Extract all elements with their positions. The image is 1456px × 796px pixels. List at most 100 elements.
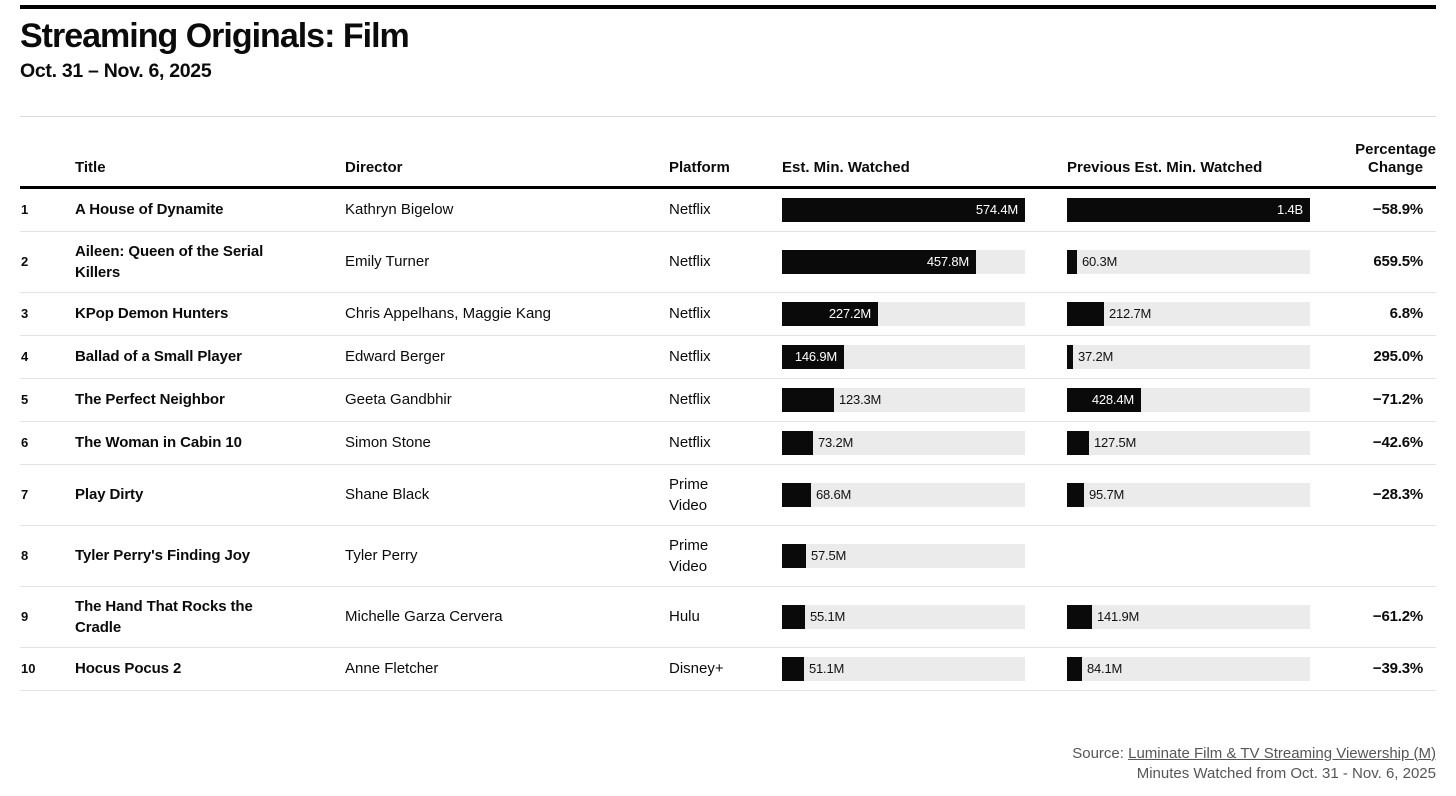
source-link[interactable]: Luminate Film & TV Streaming Viewership … xyxy=(1128,744,1436,762)
percentage-change-cell: −71.2% xyxy=(1372,391,1423,409)
est-min-watched-bar-fill xyxy=(782,656,804,681)
previous-est-min-watched-bar-fill xyxy=(1067,430,1089,455)
previous-est-min-watched-bar: 212.7M xyxy=(1067,301,1310,326)
est-min-watched-bar-value: 457.8M xyxy=(926,253,969,269)
est-min-watched-bar-fill xyxy=(782,430,813,455)
previous-est-min-watched-bar: 37.2M xyxy=(1067,344,1310,369)
est-min-watched-bar-value: 146.9M xyxy=(794,348,837,364)
director-cell: Tyler Perry xyxy=(345,547,418,565)
previous-est-min-watched-bar-value: 212.7M xyxy=(1109,305,1152,321)
title-cell: A House of Dynamite xyxy=(75,201,224,219)
est-min-watched-cell: 68.6M xyxy=(782,482,1067,507)
title-cell: KPop Demon Hunters xyxy=(75,305,229,323)
table-row: 10 Hocus Pocus 2 Anne Fletcher Disney+ 51.1M… xyxy=(20,648,1436,691)
est-min-watched-cell: 457.8M xyxy=(782,249,1067,274)
rank-cell: 3 xyxy=(21,306,29,322)
est-min-watched-cell: 146.9M xyxy=(782,344,1067,369)
director-cell: Shane Black xyxy=(345,486,430,504)
percentage-change-cell: 295.0% xyxy=(1373,348,1423,366)
percentage-change-cell: −28.3% xyxy=(1372,486,1423,504)
table-body: 1 A House of Dynamite Kathryn Bigelow Netfl… xyxy=(20,189,1436,691)
est-min-watched-bar-value: 574.4M xyxy=(975,201,1018,217)
platform-cell: Netflix xyxy=(669,305,711,323)
table-row: 1 A House of Dynamite Kathryn Bigelow Netfl… xyxy=(20,189,1436,232)
est-min-watched-cell: 574.4M xyxy=(782,197,1067,222)
director-cell: Edward Berger xyxy=(345,348,446,366)
est-min-watched-bar: 123.3M xyxy=(782,387,1025,412)
previous-est-min-watched-bar-fill xyxy=(1067,656,1082,681)
source-note: Source: Luminate Film & TV Streaming Vie… xyxy=(1072,744,1436,785)
est-min-watched-bar-fill xyxy=(782,543,806,568)
date-range-note: Minutes Watched from Oct. 31 - Nov. 6, 2… xyxy=(1136,764,1436,782)
previous-est-min-watched-bar-fill xyxy=(1067,344,1073,369)
top-rule xyxy=(20,5,1436,9)
platform-cell: Disney+ xyxy=(669,660,724,678)
est-min-watched-bar: 57.5M xyxy=(782,543,1025,568)
previous-est-min-watched-bar-fill xyxy=(1067,301,1104,326)
title-cell: Play Dirty xyxy=(75,486,144,504)
rank-cell: 5 xyxy=(21,392,29,408)
est-min-watched-bar-fill xyxy=(782,249,976,274)
rank-cell: 2 xyxy=(21,254,29,270)
est-min-watched-bar-fill xyxy=(782,604,805,629)
platform-cell: Netflix xyxy=(669,348,711,366)
director-cell: Michelle Garza Cervera xyxy=(345,608,503,626)
est-min-watched-cell: 73.2M xyxy=(782,430,1067,455)
previous-est-min-watched-cell: 127.5M xyxy=(1067,430,1310,455)
est-min-watched-bar-value: 227.2M xyxy=(828,305,871,321)
director-cell: Geeta Gandbhir xyxy=(345,391,452,409)
table-row: 4 Ballad of a Small Player Edward Berger Ne… xyxy=(20,336,1436,379)
previous-est-min-watched-bar: 141.9M xyxy=(1067,604,1310,629)
est-min-watched-cell: 123.3M xyxy=(782,387,1067,412)
percentage-change-cell: −61.2% xyxy=(1372,608,1423,626)
percentage-change-cell: −58.9% xyxy=(1372,201,1423,219)
column-header-previous-est-min-watched: Previous Est. Min. Watched xyxy=(1067,158,1263,176)
previous-est-min-watched-cell: 60.3M xyxy=(1067,249,1310,274)
title-cell: Aileen: Queen of the Serial Killers xyxy=(75,242,264,281)
rank-cell: 8 xyxy=(21,548,29,564)
previous-est-min-watched-bar: 1.4B xyxy=(1067,197,1310,222)
rank-cell: 1 xyxy=(21,202,29,218)
director-cell: Simon Stone xyxy=(345,434,431,452)
previous-est-min-watched-bar-value: 37.2M xyxy=(1078,348,1114,364)
est-min-watched-bar-value: 55.1M xyxy=(810,608,846,624)
percentage-change-cell: −39.3% xyxy=(1372,660,1423,678)
previous-est-min-watched-cell: 141.9M xyxy=(1067,604,1310,629)
table-header-row: Title Director Platform Est. Min. Watche… xyxy=(20,116,1436,189)
previous-est-min-watched-bar: 60.3M xyxy=(1067,249,1310,274)
est-min-watched-bar: 457.8M xyxy=(782,249,1025,274)
previous-est-min-watched-cell: 37.2M xyxy=(1067,344,1310,369)
est-min-watched-bar: 51.1M xyxy=(782,656,1025,681)
column-header-director: Director xyxy=(345,158,403,176)
platform-cell: Netflix xyxy=(669,253,711,271)
est-min-watched-bar-value: 123.3M xyxy=(839,391,882,407)
est-min-watched-bar-value: 51.1M xyxy=(809,660,845,676)
title-cell: The Woman in Cabin 10 xyxy=(75,434,242,452)
director-cell: Chris Appelhans, Maggie Kang xyxy=(345,305,551,323)
previous-est-min-watched-bar-fill xyxy=(1067,197,1310,222)
previous-est-min-watched-bar-fill xyxy=(1067,249,1077,274)
est-min-watched-cell: 227.2M xyxy=(782,301,1067,326)
platform-cell: Prime Video xyxy=(669,536,709,575)
table-row: 9 The Hand That Rocks the Cradle Michelle … xyxy=(20,587,1436,648)
previous-est-min-watched-bar-value: 141.9M xyxy=(1097,608,1140,624)
est-min-watched-bar-fill xyxy=(782,301,878,326)
rank-cell: 10 xyxy=(21,661,36,677)
director-cell: Kathryn Bigelow xyxy=(345,201,454,219)
platform-cell: Netflix xyxy=(669,391,711,409)
previous-est-min-watched-bar-fill xyxy=(1067,604,1092,629)
est-min-watched-bar-fill xyxy=(782,197,1025,222)
table-row: 3 KPop Demon Hunters Chris Appelhans, Magg… xyxy=(20,293,1436,336)
rank-cell: 6 xyxy=(21,435,29,451)
streaming-films-table: Title Director Platform Est. Min. Watche… xyxy=(20,116,1436,691)
est-min-watched-bar-value: 68.6M xyxy=(816,486,852,502)
column-header-percentage-change: Percentage Change xyxy=(1355,141,1436,176)
platform-cell: Netflix xyxy=(669,201,711,219)
percentage-change-cell: −42.6% xyxy=(1372,434,1423,452)
table-row: 5 The Perfect Neighbor Geeta Gandbhir Netfl… xyxy=(20,379,1436,422)
previous-est-min-watched-cell: 428.4M xyxy=(1067,387,1310,412)
est-min-watched-bar: 68.6M xyxy=(782,482,1025,507)
previous-est-min-watched-bar-value: 127.5M xyxy=(1094,434,1137,450)
title-cell: Tyler Perry's Finding Joy xyxy=(75,547,251,565)
page-title: Streaming Originals: Film xyxy=(20,17,410,55)
